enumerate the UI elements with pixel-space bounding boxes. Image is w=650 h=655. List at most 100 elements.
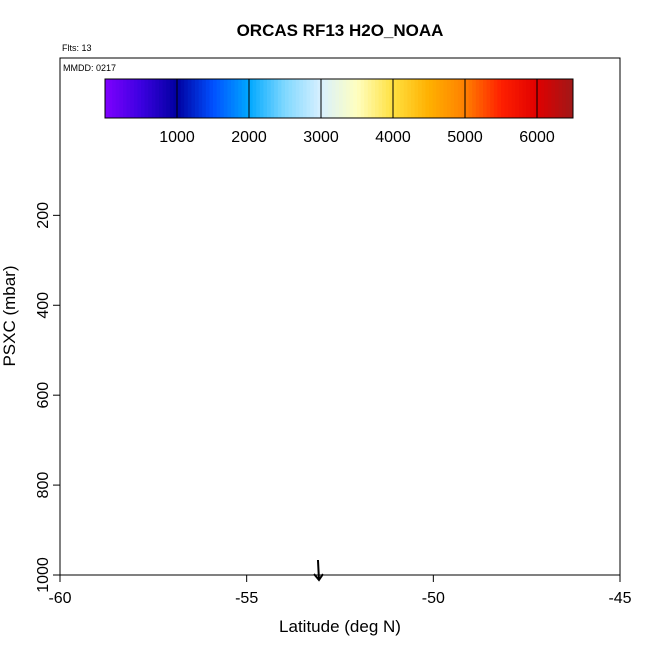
colorbar-swatch [526, 79, 531, 118]
colorbar-swatch [515, 79, 520, 118]
colorbar-swatch [555, 79, 559, 118]
x-tick-label: -45 [608, 590, 631, 607]
colorbar-swatch [180, 79, 185, 118]
colorbar-tick-label: 6000 [519, 129, 555, 146]
colorbar-swatch [418, 79, 423, 118]
colorbar-swatch [169, 79, 174, 118]
colorbar-swatch [565, 79, 570, 118]
colorbar-swatch [367, 79, 372, 118]
colorbar-swatch [504, 79, 509, 118]
track-point [337, 415, 346, 424]
colorbar-swatch [331, 79, 336, 118]
colorbar-swatch [108, 79, 113, 118]
colorbar-tick-label: 3000 [303, 129, 339, 146]
colorbar-swatch [436, 79, 441, 118]
x-tick-label: -55 [235, 590, 258, 607]
colorbar-swatch [166, 79, 171, 118]
colorbar-swatch [105, 79, 109, 118]
track-point [365, 263, 374, 272]
colorbar-swatch [342, 79, 347, 118]
track-end-arrow [313, 559, 324, 582]
y-tick-label: 400 [35, 292, 52, 319]
colorbar-swatch [454, 79, 459, 118]
colorbar-swatch [375, 79, 379, 118]
colorbar-swatch [274, 79, 279, 118]
colorbar-swatch [173, 79, 178, 118]
colorbar-swatch [353, 79, 358, 118]
track-point [396, 203, 405, 212]
track-point [316, 539, 325, 548]
date-note: MMDD: 0217 [63, 63, 116, 73]
colorbar-swatch [558, 79, 563, 118]
colorbar-swatch [457, 79, 462, 118]
colorbar-swatch [364, 79, 369, 118]
colorbar-swatch [479, 79, 484, 118]
colorbar-swatch [209, 79, 214, 118]
colorbar-swatch [187, 79, 192, 118]
colorbar-swatch [450, 79, 455, 118]
colorbar-swatch [202, 79, 207, 118]
colorbar-swatch [303, 79, 307, 118]
colorbar-swatch [447, 79, 451, 118]
colorbar-swatch [184, 79, 189, 118]
x-tick-label: -50 [422, 590, 445, 607]
colorbar-swatch [475, 79, 480, 118]
track-point [333, 451, 342, 460]
y-tick-label: 1000 [35, 557, 52, 593]
colorbar-swatch [198, 79, 203, 118]
colorbar-swatch [263, 79, 268, 118]
colorbar-swatch [378, 79, 383, 118]
y-tick-label: 800 [35, 472, 52, 499]
colorbar-swatch [519, 79, 523, 118]
colorbar-swatch [137, 79, 142, 118]
y-axis-label: PSXC (mbar) [0, 265, 19, 366]
colorbar-swatch [256, 79, 261, 118]
colorbar-swatch [501, 79, 505, 118]
colorbar-swatch [483, 79, 487, 118]
colorbar-swatch [443, 79, 448, 118]
colorbar-swatch [141, 79, 145, 118]
colorbar-swatch [205, 79, 210, 118]
colorbar-swatch [537, 79, 541, 118]
track-point [328, 477, 337, 486]
track-point [420, 202, 428, 211]
colorbar-swatch [357, 79, 361, 118]
colorbar-swatch [429, 79, 433, 118]
colorbar-swatch [270, 79, 275, 118]
colorbar-swatch [220, 79, 225, 118]
colorbar-swatch [292, 79, 297, 118]
track-point [343, 374, 352, 383]
colorbar-swatch [533, 79, 538, 118]
colorbar-swatch [130, 79, 135, 118]
colorbar-swatch [569, 79, 574, 118]
colorbar-swatch [277, 79, 282, 118]
track-point [346, 352, 355, 361]
colorbar-swatch [238, 79, 243, 118]
colorbar-swatch [281, 79, 286, 118]
colorbar-swatch [195, 79, 199, 118]
colorbar-swatch [241, 79, 246, 118]
colorbar-swatch [328, 79, 333, 118]
colorbar-swatch [249, 79, 253, 118]
track-point [359, 285, 368, 294]
colorbar-swatch [159, 79, 163, 118]
chart-title: ORCAS RF13 H2O_NOAA [237, 21, 444, 40]
colorbar-swatch [393, 79, 397, 118]
colorbar-swatch [400, 79, 405, 118]
colorbar-swatch [562, 79, 567, 118]
track-point [375, 233, 384, 242]
colorbar-swatch [497, 79, 502, 118]
colorbar-swatch [472, 79, 477, 118]
colorbar-swatch [544, 79, 549, 118]
colorbar-swatch [547, 79, 552, 118]
colorbar-swatch [461, 79, 466, 118]
colorbar-swatch [234, 79, 239, 118]
colorbar-swatch [508, 79, 513, 118]
colorbar-swatch [490, 79, 495, 118]
colorbar-swatch [522, 79, 527, 118]
colorbar-swatch [493, 79, 498, 118]
track-point [318, 499, 327, 508]
colorbar-swatch [151, 79, 156, 118]
colorbar-swatch [191, 79, 196, 118]
